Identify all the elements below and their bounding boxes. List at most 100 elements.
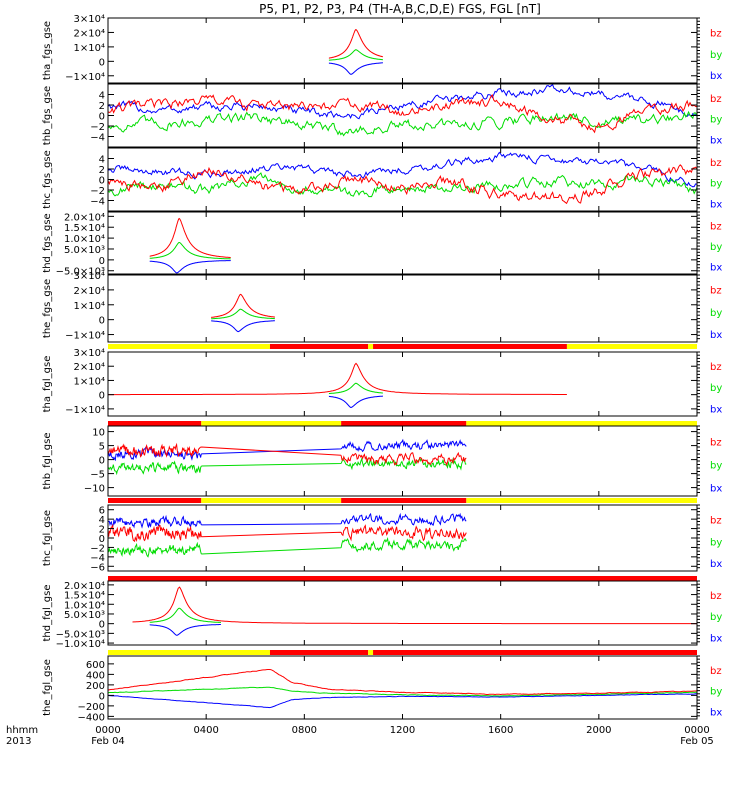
y-tick-label: −2	[90, 122, 105, 133]
legend-bz: bz	[710, 437, 722, 448]
status-bar-segment	[108, 498, 202, 503]
y-axis-label: tha_fgs_gse	[42, 21, 53, 80]
y-tick-label: 600	[86, 660, 105, 671]
y-tick-label: −1×10⁴	[65, 405, 105, 416]
series-bz-line	[132, 586, 697, 625]
panel-frame	[107, 580, 698, 646]
y-tick-label: 0	[99, 256, 105, 267]
y-tick-label: 1.0×10⁴	[64, 234, 105, 245]
series-bx-line	[149, 624, 221, 636]
y-tick-label: −6	[90, 562, 105, 573]
legend-by: by	[710, 115, 722, 126]
legend-by: by	[710, 179, 722, 190]
y-tick-label: 1×10⁴	[74, 376, 105, 387]
panel-frame	[107, 274, 698, 343]
series-by-line	[211, 308, 275, 320]
series-by-line	[108, 457, 467, 476]
series-by-line	[149, 607, 221, 623]
status-bar-segment	[108, 421, 202, 426]
status-bar-segment	[368, 650, 374, 655]
legend-bz: bz	[710, 362, 722, 373]
status-bar-segment	[566, 344, 697, 349]
legend-bz: bz	[710, 516, 722, 527]
series-bx-line	[149, 260, 231, 274]
series-by-line	[108, 536, 467, 558]
panel-tha_fgs_gse: −1×10⁴ 0 1×10⁴ 2×10⁴ 3×10⁴ tha_fgs_gse bz by bx	[42, 14, 722, 84]
x-tick-label: 0000	[684, 725, 709, 736]
series-bx-line	[108, 84, 697, 120]
y-axis-label: tha_fgl_gse	[42, 356, 53, 413]
y-tick-label: −5	[90, 470, 105, 481]
y-tick-label: 0	[99, 456, 105, 467]
y-tick-label: −200	[78, 702, 105, 713]
series-bz-line	[108, 362, 567, 396]
y-tick-label: 5	[99, 442, 105, 453]
series-bx-line	[211, 320, 275, 333]
series-bx-line	[108, 693, 697, 709]
series-by-line	[328, 49, 383, 61]
y-tick-label: 0	[99, 391, 105, 402]
x-date-label: Feb 05	[680, 736, 714, 747]
panel-frame	[107, 655, 698, 720]
legend-bx: bx	[710, 263, 722, 274]
y-axis-label: thd_fgl_gse	[42, 585, 53, 642]
y-tick-label: −4	[90, 197, 105, 208]
legend-by: by	[710, 308, 722, 319]
x-tick-label: 1600	[488, 725, 513, 736]
y-tick-label: 400	[86, 670, 105, 681]
y-tick-label: −1×10⁴	[65, 331, 105, 342]
legend-bx: bx	[710, 707, 722, 718]
y-tick-label: −1.0×10⁴	[56, 639, 105, 650]
legend-bx: bx	[710, 559, 722, 570]
series-bz-line	[328, 29, 384, 59]
legend-by: by	[710, 383, 722, 394]
y-tick-label: 2×10⁴	[74, 28, 105, 39]
legend-bz: bz	[710, 222, 722, 233]
panel-frame	[107, 147, 698, 212]
series-by-line	[149, 242, 231, 260]
y-tick-label: 2	[99, 165, 105, 176]
series-bz-line	[108, 94, 697, 134]
panel-thd_fgl_gse: −1.0×10⁴−5.0×10³05.0×10³1.0×10⁴1.5×10⁴2.…	[42, 580, 722, 655]
y-axis-label: thb_fgl_gse	[42, 433, 53, 490]
y-tick-label: −2	[90, 186, 105, 197]
y-axis-label: thd_fgs_gse	[42, 213, 53, 272]
y-tick-label: −10	[84, 484, 105, 495]
legend-by: by	[710, 537, 722, 548]
status-bar-segment	[373, 650, 697, 655]
y-tick-label: 5.0×10³	[64, 245, 105, 256]
y-tick-label: 0	[99, 691, 105, 702]
series-bx-line	[328, 395, 383, 408]
legend-bz: bz	[710, 158, 722, 169]
y-axis-label: the_fgl_gse	[42, 659, 53, 716]
y-tick-label: −1×10⁴	[65, 72, 105, 83]
legend-bz: bz	[710, 591, 722, 602]
status-bar-segment	[269, 650, 369, 655]
legend-bz: bz	[710, 666, 722, 677]
legend-by: by	[710, 242, 722, 253]
y-tick-label: 0	[99, 620, 105, 631]
y-tick-label: 2.0×10⁴	[64, 581, 105, 592]
legend-bx: bx	[710, 404, 722, 415]
status-bar-segment	[108, 650, 270, 655]
panel-frame	[107, 425, 698, 497]
y-tick-label: 3×10⁴	[74, 14, 105, 25]
legend-bz: bz	[710, 94, 722, 105]
y-tick-label: 0	[99, 112, 105, 123]
status-bar-segment	[373, 344, 567, 349]
y-tick-label: 2	[99, 525, 105, 536]
y-tick-label: −5.0×10³	[56, 267, 105, 278]
series-bz-line	[108, 164, 697, 205]
series-bz-line	[108, 523, 467, 543]
series-by-line	[108, 686, 697, 697]
y-tick-label: 0	[99, 534, 105, 545]
y-tick-label: 10	[92, 428, 105, 439]
status-bar-segment	[341, 421, 467, 426]
y-tick-label: 1×10⁴	[74, 301, 105, 312]
